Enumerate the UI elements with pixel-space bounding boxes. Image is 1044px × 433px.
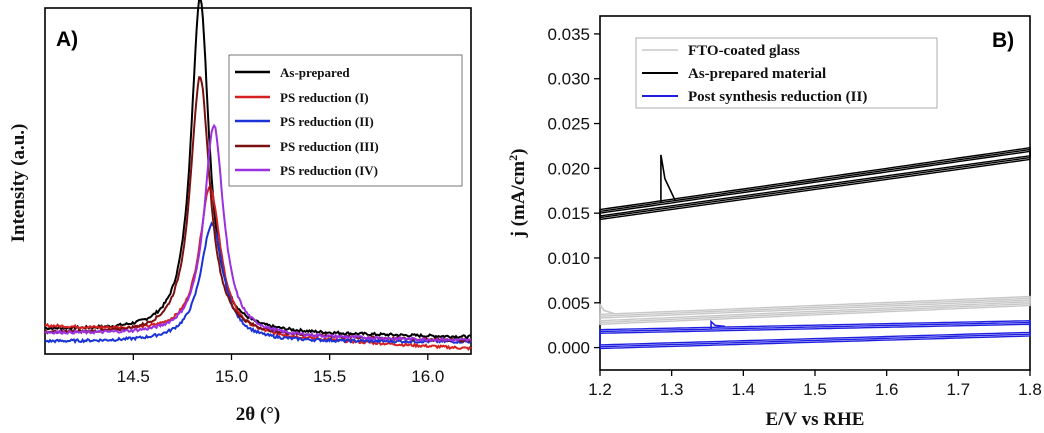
y-axis-label-b-sup: 2 bbox=[506, 155, 520, 161]
x-tick-label: 1.5 bbox=[803, 380, 827, 399]
y-axis-label-b-main: j (mA/cm bbox=[508, 161, 529, 239]
x-ticks-a: 14.5 15.0 15.5 16.0 bbox=[117, 354, 444, 386]
x-tick-label: 1.6 bbox=[875, 380, 899, 399]
legend-label: PS reduction (II) bbox=[280, 114, 374, 129]
legend-label: As-prepared bbox=[280, 65, 350, 80]
y-axis-label-b: j (mA/cm2) bbox=[506, 149, 529, 239]
cv-cycle bbox=[599, 323, 1031, 350]
cv-spike bbox=[599, 301, 615, 317]
x-tick-label: 1.3 bbox=[660, 380, 684, 399]
y-tick-label: 0.025 bbox=[547, 115, 590, 134]
cv-cycle bbox=[599, 148, 1031, 219]
x-axis-label-b: E/V vs RHE bbox=[766, 409, 865, 430]
x-tick-label: 14.5 bbox=[117, 367, 150, 386]
x-tick-label: 1.8 bbox=[1018, 380, 1042, 399]
series-line bbox=[44, 123, 472, 343]
x-tick-label: 1.2 bbox=[588, 380, 612, 399]
cv-cycle bbox=[599, 299, 1031, 326]
legend-label: Post synthesis reduction (II) bbox=[688, 89, 867, 105]
y-axis-label-b-end: ) bbox=[508, 149, 529, 155]
y-tick-label: 0.030 bbox=[547, 70, 590, 89]
cv-spike bbox=[710, 319, 726, 330]
cv-cycle bbox=[599, 295, 1031, 322]
y-tick-label: 0.010 bbox=[547, 249, 590, 268]
x-tick-label: 1.7 bbox=[947, 380, 971, 399]
cv-cycle bbox=[599, 297, 1031, 324]
cv-cycle bbox=[599, 319, 1031, 346]
cv-cycle bbox=[599, 150, 1031, 221]
y-tick-label: 0.015 bbox=[547, 204, 590, 223]
x-tick-label: 15.5 bbox=[313, 367, 346, 386]
y-ticks-b: 0.000 0.005 0.010 0.015 0.020 0.025 0.030 0.035 bbox=[547, 25, 600, 358]
legend-label: PS reduction (III) bbox=[280, 139, 379, 154]
curves-a bbox=[44, 0, 472, 352]
legend-box-b bbox=[635, 37, 938, 109]
panel-b: 1.2 1.3 1.4 1.5 1.6 1.7 1.8 0.0000.0050.0100.0… bbox=[506, 15, 1042, 430]
legend-label: FTO-coated glass bbox=[688, 43, 800, 59]
series-line bbox=[44, 0, 472, 340]
x-tick-label: 1.4 bbox=[732, 380, 756, 399]
panel-label-a: A) bbox=[56, 28, 78, 51]
y-axis-label-a: Intensity (a.u.) bbox=[8, 124, 29, 243]
y-tick-label: 0.035 bbox=[547, 25, 590, 44]
x-ticks-b: 1.2 1.3 1.4 1.5 1.6 1.7 1.8 bbox=[588, 370, 1042, 399]
legend-label: PS reduction (I) bbox=[280, 90, 369, 105]
panel-label-b: B) bbox=[992, 29, 1014, 52]
cv-cycle bbox=[599, 146, 1031, 217]
y-tick-label: 0.020 bbox=[547, 159, 590, 178]
legend-label: PS reduction (IV) bbox=[280, 163, 378, 178]
x-tick-label: 16.0 bbox=[411, 367, 444, 386]
curves-b bbox=[599, 146, 1031, 350]
legend-a: As-prepared PS reduction (I) PS reductio… bbox=[228, 54, 463, 187]
cv-cycle bbox=[599, 321, 1031, 348]
y-tick-label: 0.000 bbox=[547, 339, 590, 358]
legend-label: As-prepared material bbox=[688, 66, 826, 82]
series-line bbox=[44, 221, 472, 345]
legend-b: FTO-coated glass As-prepared material Po… bbox=[635, 37, 938, 109]
x-tick-label: 15.0 bbox=[215, 367, 248, 386]
plot-frame-a bbox=[44, 7, 472, 355]
cv-spike bbox=[660, 154, 676, 203]
panel-a: 14.5 15.0 15.5 16.0 A) 2θ (°) Intensity (a.… bbox=[8, 0, 472, 425]
x-axis-label-a: 2θ (°) bbox=[236, 404, 280, 425]
y-tick-label: 0.005 bbox=[547, 294, 590, 313]
